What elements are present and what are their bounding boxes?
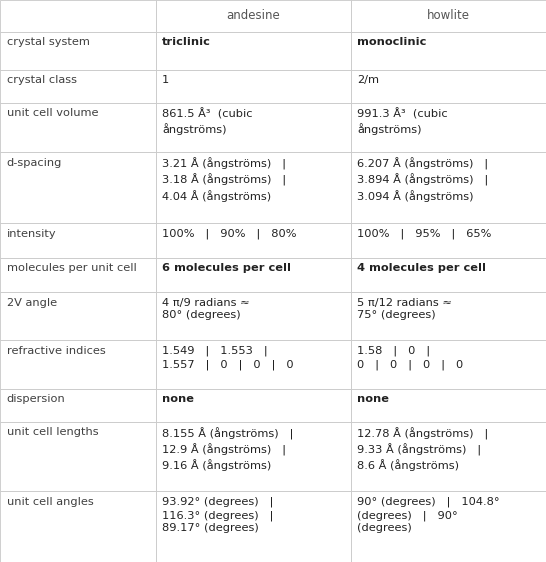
Bar	[156, 340, 351, 388]
Text: 90° (degrees)   |   104.8°
(degrees)   |   90°
(degrees): 90° (degrees) | 104.8° (degrees) | 90° (…	[357, 497, 500, 533]
Text: none: none	[357, 394, 389, 404]
Bar	[0, 70, 156, 103]
Text: 12.78 Å (ångströms)   |
9.33 Å (ångströms)   |
8.6 Å (ångströms): 12.78 Å (ångströms) | 9.33 Å (ångströms)…	[357, 427, 489, 471]
Bar	[156, 422, 351, 491]
Bar	[351, 388, 546, 422]
Text: crystal class: crystal class	[7, 75, 76, 85]
Bar	[0, 292, 156, 340]
Text: andesine: andesine	[227, 10, 280, 22]
Text: 4 molecules per cell: 4 molecules per cell	[357, 263, 486, 273]
Text: 3.21 Å (ångströms)   |
3.18 Å (ångströms)   |
4.04 Å (ångströms): 3.21 Å (ångströms) | 3.18 Å (ångströms) …	[162, 158, 287, 202]
Bar	[351, 0, 546, 32]
Text: 1: 1	[162, 75, 169, 85]
Bar	[351, 152, 546, 223]
Text: 4 π/9 radians ≈
80° (degrees): 4 π/9 radians ≈ 80° (degrees)	[162, 297, 250, 320]
Bar	[0, 491, 156, 562]
Text: 991.3 Å³  (cubic
ångströms): 991.3 Å³ (cubic ångströms)	[357, 108, 448, 135]
Text: 100%   |   95%   |   65%: 100% | 95% | 65%	[357, 229, 492, 239]
Bar	[156, 491, 351, 562]
Text: 2V angle: 2V angle	[7, 297, 57, 307]
Bar	[0, 340, 156, 388]
Text: 8.155 Å (ångströms)   |
12.9 Å (ångströms)   |
9.16 Å (ångströms): 8.155 Å (ångströms) | 12.9 Å (ångströms)…	[162, 427, 294, 471]
Bar	[0, 152, 156, 223]
Text: molecules per unit cell: molecules per unit cell	[7, 263, 136, 273]
Text: monoclinic: monoclinic	[357, 38, 427, 47]
Bar	[0, 257, 156, 292]
Bar	[156, 223, 351, 257]
Bar	[156, 257, 351, 292]
Bar	[156, 103, 351, 152]
Text: intensity: intensity	[7, 229, 56, 239]
Bar	[156, 292, 351, 340]
Bar	[0, 223, 156, 257]
Bar	[351, 292, 546, 340]
Bar	[156, 388, 351, 422]
Text: 1.58   |   0   |
0   |   0   |   0   |   0: 1.58 | 0 | 0 | 0 | 0 | 0	[357, 346, 464, 370]
Text: howlite: howlite	[427, 10, 470, 22]
Text: crystal system: crystal system	[7, 38, 90, 47]
Bar	[351, 340, 546, 388]
Text: 93.92° (degrees)   |
116.3° (degrees)   |
89.17° (degrees): 93.92° (degrees) | 116.3° (degrees) | 89…	[162, 497, 274, 533]
Bar	[351, 103, 546, 152]
Text: d-spacing: d-spacing	[7, 158, 62, 168]
Text: 6.207 Å (ångströms)   |
3.894 Å (ångströms)   |
3.094 Å (ångströms): 6.207 Å (ångströms) | 3.894 Å (ångströms…	[357, 158, 489, 202]
Bar	[351, 491, 546, 562]
Bar	[156, 152, 351, 223]
Bar	[351, 257, 546, 292]
Text: unit cell angles: unit cell angles	[7, 497, 93, 507]
Bar	[0, 32, 156, 70]
Bar	[0, 388, 156, 422]
Text: unit cell lengths: unit cell lengths	[7, 427, 98, 437]
Bar	[156, 70, 351, 103]
Text: refractive indices: refractive indices	[7, 346, 105, 356]
Bar	[156, 32, 351, 70]
Bar	[351, 223, 546, 257]
Bar	[351, 70, 546, 103]
Bar	[0, 103, 156, 152]
Text: 2/m: 2/m	[357, 75, 379, 85]
Text: 861.5 Å³  (cubic
ångströms): 861.5 Å³ (cubic ångströms)	[162, 108, 253, 135]
Bar	[0, 422, 156, 491]
Text: triclinic: triclinic	[162, 38, 211, 47]
Bar	[0, 0, 156, 32]
Text: 6 molecules per cell: 6 molecules per cell	[162, 263, 291, 273]
Text: unit cell volume: unit cell volume	[7, 108, 98, 118]
Bar	[351, 422, 546, 491]
Bar	[156, 0, 351, 32]
Text: 5 π/12 radians ≈
75° (degrees): 5 π/12 radians ≈ 75° (degrees)	[357, 297, 452, 320]
Text: 1.549   |   1.553   |
1.557   |   0   |   0   |   0: 1.549 | 1.553 | 1.557 | 0 | 0 | 0	[162, 346, 294, 370]
Text: none: none	[162, 394, 194, 404]
Text: dispersion: dispersion	[7, 394, 66, 404]
Text: 100%   |   90%   |   80%: 100% | 90% | 80%	[162, 229, 296, 239]
Bar	[351, 32, 546, 70]
